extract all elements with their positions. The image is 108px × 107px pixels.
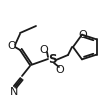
Text: O: O [56, 65, 64, 75]
Text: N: N [10, 87, 18, 97]
Text: O: O [79, 30, 87, 40]
Text: O: O [8, 41, 16, 51]
Text: O: O [40, 45, 48, 55]
Text: S: S [48, 53, 56, 65]
